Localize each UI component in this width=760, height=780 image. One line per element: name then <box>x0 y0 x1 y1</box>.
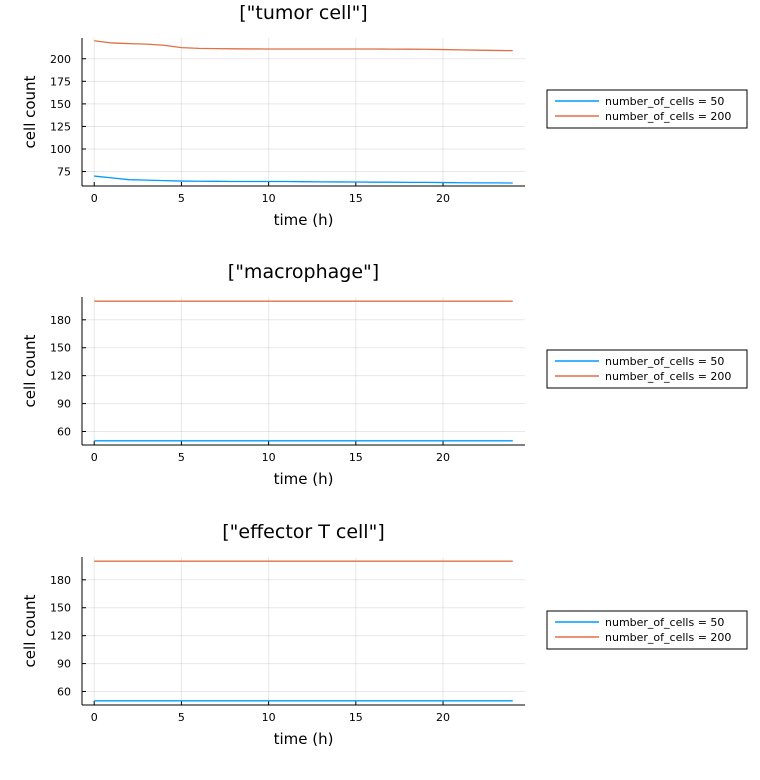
y-tick-label: 90 <box>57 398 71 411</box>
legend-box <box>546 349 748 389</box>
x-tick-label: 20 <box>436 192 450 205</box>
legend: number_of_cells = 50 number_of_cells = 20… <box>546 89 748 129</box>
y-axis-label: cell count <box>21 334 39 407</box>
x-tick-label: 15 <box>349 192 363 205</box>
x-tick-label: 15 <box>349 711 363 724</box>
x-tick-label: 5 <box>178 192 185 205</box>
chart-title: ["effector T cell"] <box>222 521 384 543</box>
y-tick-label: 60 <box>57 426 71 439</box>
y-tick-label: 90 <box>57 658 71 671</box>
legend-label-1: number_of_cells = 50 <box>605 616 724 629</box>
x-axis-label: time (h) <box>274 211 334 229</box>
y-tick-label: 120 <box>50 370 71 383</box>
y-tick-label: 180 <box>50 314 71 327</box>
y-tick-label: 60 <box>57 686 71 699</box>
subplot-2: 0 5 10 15 20 60 90 120 150 180 ["macrophage"] time … <box>21 261 748 488</box>
legend-label-1: number_of_cells = 50 <box>605 355 724 368</box>
legend: number_of_cells = 50 number_of_cells = 20… <box>546 610 748 650</box>
y-tick-label: 100 <box>50 143 71 156</box>
y-tick-label: 125 <box>50 120 71 133</box>
y-tick-label: 120 <box>50 630 71 643</box>
legend-label-2: number_of_cells = 200 <box>605 631 731 644</box>
chart-title: ["macrophage"] <box>228 261 379 283</box>
legend-label-2: number_of_cells = 200 <box>605 370 731 383</box>
x-tick-label: 15 <box>349 451 363 464</box>
y-tick-label: 150 <box>50 602 71 615</box>
y-axis-label: cell count <box>21 75 39 148</box>
x-tick-label: 20 <box>436 451 450 464</box>
legend-box <box>546 610 748 650</box>
legend-label-1: number_of_cells = 50 <box>605 95 724 108</box>
x-tick-label: 5 <box>178 451 185 464</box>
legend-label-2: number_of_cells = 200 <box>605 110 731 123</box>
x-tick-label: 20 <box>436 711 450 724</box>
y-tick-label: 75 <box>57 166 71 179</box>
series-line-1 <box>94 175 513 184</box>
x-tick-label: 0 <box>91 711 98 724</box>
x-axis-label: time (h) <box>274 470 334 488</box>
chart-title: ["tumor cell"] <box>239 2 367 24</box>
series-line-2 <box>94 40 513 52</box>
legend-box <box>546 89 748 129</box>
x-tick-label: 10 <box>262 711 276 724</box>
x-tick-label: 10 <box>262 451 276 464</box>
subplot-3: 0 5 10 15 20 60 90 120 150 180 ["effector T cell"]… <box>21 521 748 748</box>
y-tick-label: 175 <box>50 75 71 88</box>
y-tick-label: 180 <box>50 574 71 587</box>
x-tick-label: 0 <box>91 192 98 205</box>
x-tick-label: 10 <box>262 192 276 205</box>
x-tick-label: 0 <box>91 451 98 464</box>
y-tick-label: 150 <box>50 342 71 355</box>
y-axis-label: cell count <box>21 594 39 667</box>
y-tick-label: 200 <box>50 53 71 66</box>
x-axis-label: time (h) <box>274 730 334 748</box>
y-tick-label: 150 <box>50 98 71 111</box>
x-tick-label: 5 <box>178 711 185 724</box>
legend: number_of_cells = 50 number_of_cells = 20… <box>546 349 748 389</box>
subplot-1: 0 5 10 15 20 75 100 125 150 175 200 ["tumor cell"] t… <box>21 2 748 229</box>
